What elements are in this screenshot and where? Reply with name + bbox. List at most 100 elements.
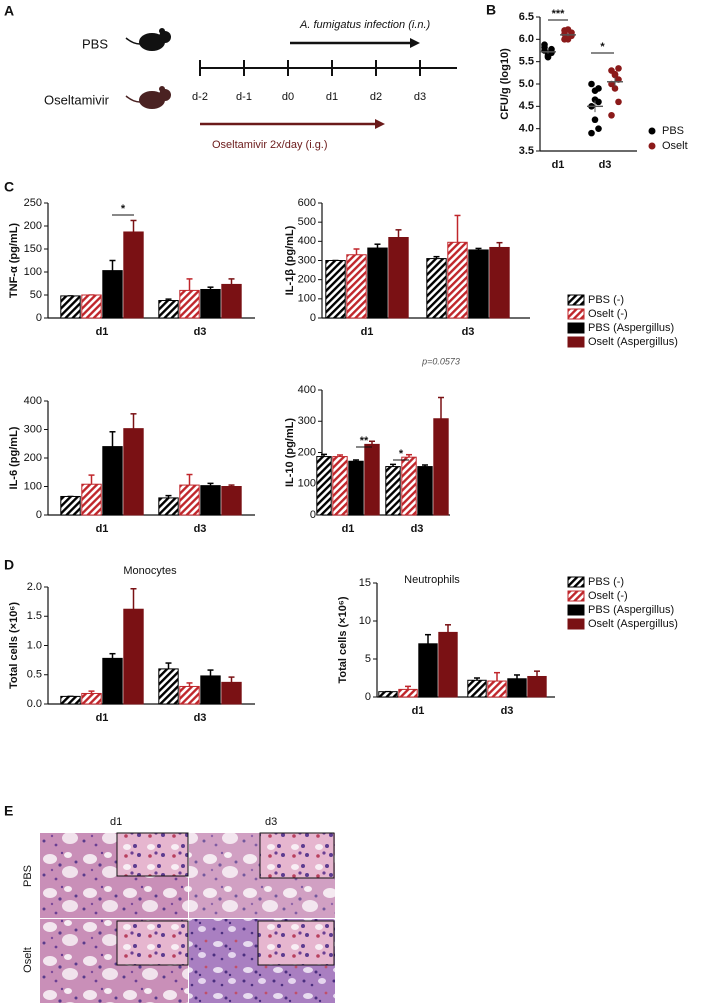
legend-label: PBS (-): [588, 294, 624, 306]
bar: [123, 428, 144, 516]
y-tick-label: 600: [298, 197, 316, 209]
bar: [221, 681, 242, 705]
data-point: [615, 65, 622, 72]
bar: [388, 237, 409, 319]
y-tick-label: 5.5: [519, 56, 534, 68]
bar: [221, 486, 242, 516]
panel-label: A: [4, 3, 14, 19]
bar: [200, 288, 221, 319]
bar: [102, 270, 123, 319]
y-tick-label: 0: [310, 312, 316, 324]
y-axis-label: IL-6 (pg/mL): [8, 426, 20, 489]
bar: [426, 258, 447, 319]
legend-swatch: [567, 618, 585, 630]
legend-swatch: [648, 127, 656, 135]
timeline-label: d3: [414, 91, 426, 103]
bar: [527, 675, 547, 698]
bar: [200, 485, 221, 516]
bar: [60, 695, 81, 705]
data-point: [544, 53, 552, 60]
timeline-label: d-1: [236, 91, 252, 103]
bar: [102, 657, 123, 705]
data-point: [541, 41, 548, 48]
x-tick-label: d3: [194, 523, 207, 535]
y-tick-label: 6.0: [519, 33, 534, 45]
y-axis-label: IL-1β (pg/mL): [284, 225, 296, 295]
data-point: [591, 116, 599, 124]
treatment-label: Oseltamivir 2x/day (i.g.): [212, 139, 328, 151]
y-tick-label: 2.0: [27, 581, 42, 593]
bar: [332, 456, 348, 516]
timeline-label: d2: [370, 91, 382, 103]
y-tick-label: 0: [36, 312, 42, 324]
y-tick-label: 200: [298, 274, 316, 286]
bar: [158, 300, 179, 319]
data-point: [588, 129, 595, 137]
bar: [401, 456, 417, 516]
y-tick-label: 0.5: [27, 669, 42, 681]
legend-label: PBS (Aspergillus): [588, 604, 674, 616]
y-tick-label: 10: [359, 615, 371, 627]
data-point: [561, 36, 568, 43]
bar: [346, 254, 367, 319]
data-point: [611, 70, 619, 78]
legend-label: PBS: [662, 125, 684, 137]
data-point: [591, 96, 599, 103]
data-point: [588, 80, 595, 88]
y-axis-label: TNF-α (pg/mL): [8, 223, 20, 299]
legend-label: Oselt (-): [588, 590, 628, 602]
panel-label: E: [4, 803, 13, 819]
x-tick-label: d1: [342, 523, 355, 535]
y-axis-label: Total cells (×10⁶): [337, 596, 349, 683]
micrograph-inset: [259, 832, 335, 879]
column-label: d3: [265, 816, 277, 828]
arrow-head: [375, 119, 385, 129]
bar: [102, 446, 123, 516]
chart-title: Monocytes: [123, 565, 177, 577]
data-point: [611, 85, 619, 92]
data-point: [608, 111, 615, 119]
x-tick-label: d3: [599, 159, 612, 171]
y-tick-label: 300: [298, 254, 316, 266]
y-tick-label: 400: [24, 395, 42, 407]
legend-label: Oselt: [662, 140, 688, 152]
group-label: PBS: [82, 36, 108, 51]
significance: *: [121, 203, 126, 215]
legend-label: PBS (-): [588, 576, 624, 588]
panel-label: C: [4, 179, 14, 195]
y-tick-label: 400: [298, 384, 316, 396]
bar: [316, 456, 332, 516]
x-tick-label: d3: [194, 712, 207, 724]
timeline-label: d-2: [192, 91, 208, 103]
timeline-label: d0: [282, 91, 294, 103]
bar: [447, 241, 468, 319]
bar: [433, 418, 449, 516]
chart-title: Neutrophils: [404, 574, 460, 586]
row-label: PBS: [22, 865, 34, 887]
data-point: [595, 125, 602, 132]
infection-label: A. fumigatus infection (i.n.): [299, 19, 431, 31]
y-tick-label: 4.5: [519, 100, 534, 112]
y-tick-label: 150: [24, 243, 42, 255]
y-tick-label: 100: [24, 480, 42, 492]
legend-label: Oselt (Aspergillus): [588, 618, 678, 630]
legend-swatch: [567, 294, 585, 306]
y-tick-label: 3.5: [519, 145, 534, 157]
bar: [385, 466, 401, 516]
x-tick-label: d1: [412, 705, 425, 717]
x-tick-label: d1: [96, 326, 109, 338]
bar: [378, 691, 398, 698]
bar: [417, 466, 433, 516]
legend-label: Oselt (Aspergillus): [588, 336, 678, 348]
micrograph-inset: [257, 920, 335, 966]
y-tick-label: 200: [24, 220, 42, 232]
significance: *: [399, 448, 404, 460]
y-tick-label: 300: [24, 423, 42, 435]
micrograph-inset: [116, 920, 189, 966]
bar: [467, 679, 487, 698]
row-label: Oselt: [22, 947, 34, 973]
legend-swatch: [567, 576, 585, 588]
y-tick-label: 15: [359, 577, 371, 589]
legend-swatch: [567, 604, 585, 616]
